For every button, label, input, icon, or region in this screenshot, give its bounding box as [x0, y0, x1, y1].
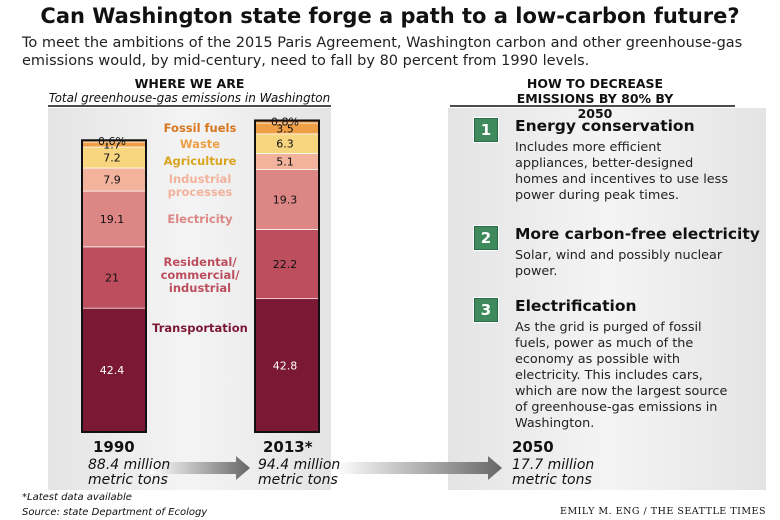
value-label: 0.8%	[271, 116, 299, 129]
bar-segment	[81, 307, 147, 433]
value-label: 42.8	[273, 359, 298, 372]
bar-segment	[254, 169, 320, 230]
legend-label: Residental/ commercial/ industrial	[160, 255, 240, 295]
category-label: 1990	[93, 438, 135, 456]
step-title: Energy conservation	[515, 117, 695, 135]
step-number: 3	[473, 297, 499, 323]
value-label: 5.1	[276, 155, 294, 168]
header: WHERE WE ARE	[134, 76, 245, 91]
legend-label: Industrial processes	[167, 172, 233, 199]
bar-outline	[254, 119, 320, 433]
step-title: Electrification	[515, 297, 637, 315]
total-unit: million metric tons	[258, 457, 341, 488]
total-unit: million metric tons	[88, 457, 171, 488]
step-number: 2	[473, 225, 499, 251]
total-unit: million metric tons	[512, 457, 595, 488]
category-label: 2013*	[263, 438, 313, 456]
value-label: 3.5	[276, 122, 294, 135]
total-value: 88.4	[88, 457, 120, 473]
step-title: More carbon-free electricity	[515, 225, 760, 243]
value-label: 19.1	[100, 213, 125, 226]
step-text: As the grid is purged of fossil fuels, p…	[515, 320, 728, 431]
legend-label: Transportation	[152, 321, 248, 335]
total-value: 94.4	[258, 457, 290, 473]
step-text: Solar, wind and possibly nuclear power.	[515, 248, 723, 279]
value-label: 22.2	[273, 258, 298, 271]
legend-label: Fossil fuels	[163, 121, 237, 135]
step-number: 1	[473, 117, 499, 143]
total: 94.4 million metric tons	[258, 458, 358, 488]
value-label: 19.3	[273, 193, 298, 206]
source: Source: state Department of Ecology	[22, 507, 208, 518]
value-label: 42.4	[100, 364, 125, 377]
bar-segment	[81, 246, 147, 309]
arrow	[335, 456, 502, 480]
footnote: *Latest data available	[22, 492, 132, 503]
step-text: Includes more efficient appliances, bett…	[515, 140, 728, 203]
bar-segment	[81, 190, 147, 248]
arrow	[150, 456, 250, 480]
value-label: 6.3	[276, 138, 294, 151]
total: 88.4 million metric tons	[88, 458, 188, 488]
value-label: 7.2	[103, 152, 121, 165]
bar-outline	[81, 139, 147, 433]
subtitle: To meet the ambitions of the 2015 Paris …	[22, 35, 743, 69]
total-value: 17.7	[512, 457, 544, 473]
value-label: 0.6%	[98, 135, 126, 148]
value-label: 21	[105, 272, 119, 285]
total: 17.7 million metric tons	[512, 458, 612, 488]
title: Can Washington state forge a path to a l…	[40, 4, 740, 28]
legend-label: Agriculture	[163, 154, 237, 168]
panel	[448, 108, 766, 490]
category-label: 2050	[512, 438, 554, 456]
credit: EMILY M. ENG / THE SEATTLE TIMES	[560, 506, 766, 517]
header: HOW TO DECREASE EMISSIONS BY 80% BY 2050	[516, 76, 674, 121]
legend-label: Electricity	[167, 212, 233, 226]
legend-label: Waste	[179, 137, 221, 151]
value-label: 7.9	[103, 174, 121, 187]
subheader: Total greenhouse-gas emissions in Washin…	[48, 91, 331, 105]
